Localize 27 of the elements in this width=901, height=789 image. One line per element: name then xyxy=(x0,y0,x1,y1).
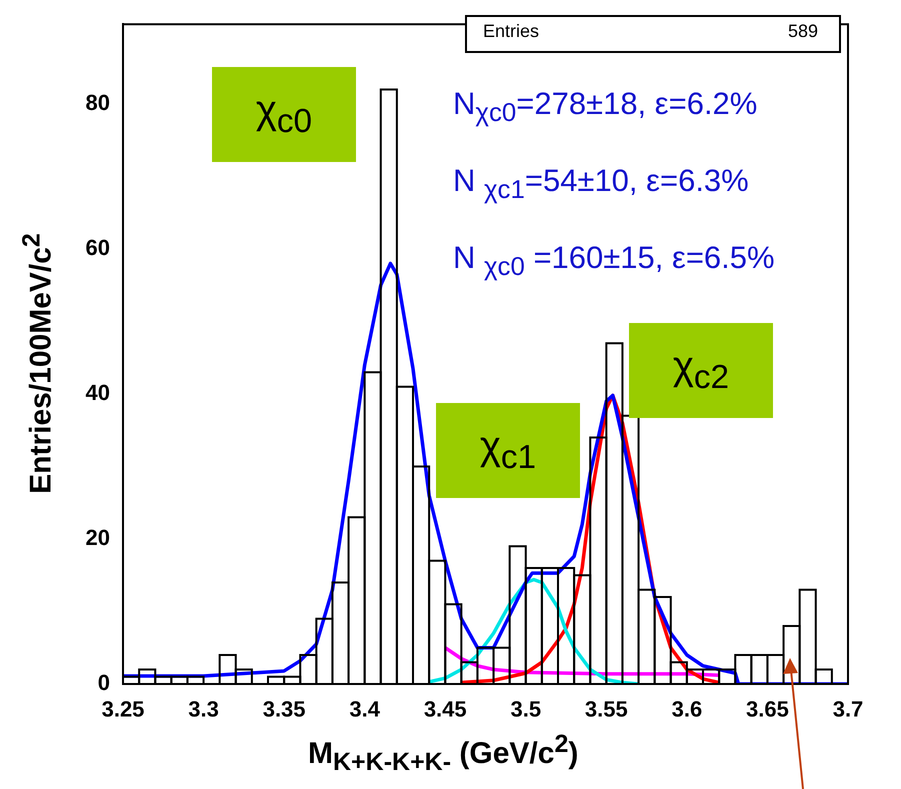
annotation: N $_{χc1}$=54±10, ε=6.3% xyxy=(453,163,749,206)
annotation: Entries xyxy=(483,21,540,42)
label-box: χ$_{c1}$ xyxy=(436,403,580,498)
x-tick-label: 3.4 xyxy=(349,696,381,722)
x-axis-title: M$_{K+K-K+K-}$ (GeV/c$^{2}$) xyxy=(308,730,578,777)
annotation: N$_{χc0}$=278±18, ε=6.2% xyxy=(453,86,758,128)
y-tick-label: 20 xyxy=(86,525,110,550)
annotation: χ$_{c1}$ xyxy=(480,424,536,477)
x-tick-label: 3.5 xyxy=(510,696,542,722)
annotation: χ$_{c0}$ xyxy=(256,88,312,141)
x-tick-label: 3.55 xyxy=(584,696,628,722)
x-tick-label: 3.6 xyxy=(672,696,702,722)
x-tick-label: 3.7 xyxy=(832,696,864,722)
annotation: 589 xyxy=(788,21,818,42)
y-tick-label: 0 xyxy=(98,670,110,696)
y-tick-label: 80 xyxy=(86,90,110,116)
x-tick-label: 3.45 xyxy=(424,696,467,722)
y-tick-label: 60 xyxy=(86,235,110,260)
label-box: χ$_{c0}$ xyxy=(212,67,356,162)
annotation: χ$_{c2}$ xyxy=(672,344,730,397)
x-tick-label: 3.35 xyxy=(262,696,306,722)
label-box: χ$_{c2}$ xyxy=(629,323,773,418)
x-tick-label: 3.25 xyxy=(102,696,144,722)
annotation: N $_{χc0}$ =160±15, ε=6.5% xyxy=(453,240,775,282)
x-tick-label: 3.65 xyxy=(746,696,789,722)
x-tick-label: 3.3 xyxy=(188,696,219,722)
y-tick-label: 40 xyxy=(86,380,110,406)
